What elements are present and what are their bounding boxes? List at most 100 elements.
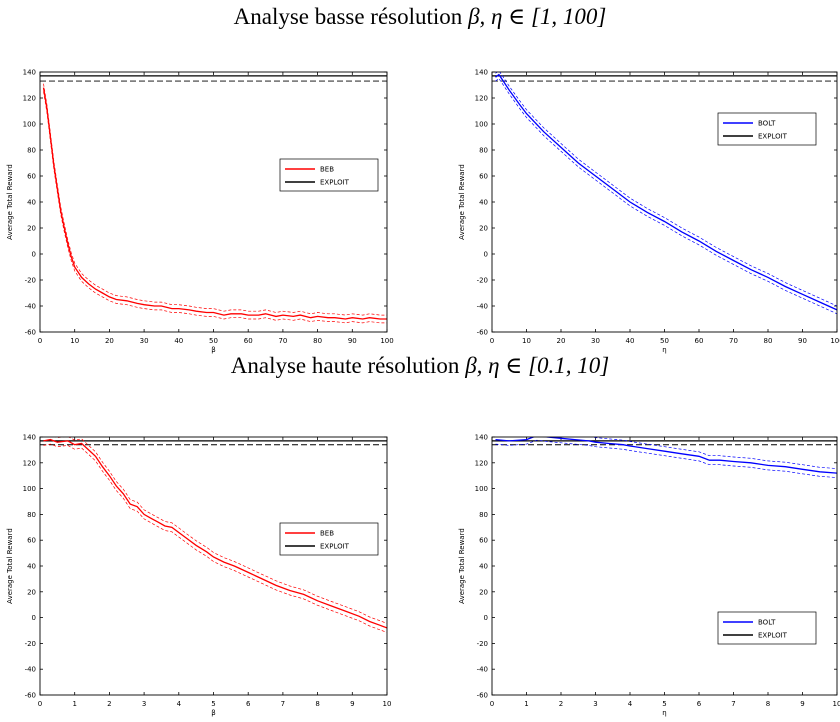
y-tick-label: 80 (479, 511, 488, 519)
y-tick-label: -20 (25, 277, 36, 285)
plot-area (40, 437, 387, 633)
x-tick-label: 70 (729, 337, 738, 345)
x-tick-label: 0 (490, 337, 494, 345)
section-heading-high-resolution: Analyse haute résolution β, η ∈ [0.1, 10… (0, 353, 840, 379)
y-axis-label: Average Total Reward (6, 528, 14, 604)
x-axis-label: η (662, 709, 666, 717)
y-tick-label: -60 (25, 692, 36, 700)
y-tick-label: 40 (27, 199, 36, 207)
y-tick-label: 120 (23, 95, 36, 103)
plot-frame (491, 436, 838, 696)
chart-bolt-low-resolution: 0 10 20 30 40 50 60 70 80 90 100 -60 -40 -20 0 20 40 60 80… (458, 69, 840, 355)
x-tick-label: 2 (559, 700, 563, 708)
chart-bolt-high-resolution: 0 1 2 3 4 5 6 7 8 9 10 -60 -40 -20 0 20 40 60 80 100 120 140 η… (458, 434, 840, 718)
y-tick-label: -40 (477, 666, 488, 674)
section-heading-math: β, η ∈ [1, 100] (468, 4, 607, 29)
x-tick-label: 50 (660, 337, 669, 345)
y-tick-label: -40 (477, 303, 488, 311)
x-tick-label: 80 (313, 337, 322, 345)
x-tick-label: 10 (833, 700, 840, 708)
chart-beb-low-resolution: 0 10 20 30 40 50 60 70 80 90 100 -60 -40 -20 0 20 40 60 80… (6, 69, 394, 355)
y-tick-label: 60 (27, 537, 36, 545)
y-tick-label: -40 (25, 666, 36, 674)
x-tick-label: 0 (38, 337, 42, 345)
x-tick-label: 3 (593, 700, 597, 708)
x-tick-label: 40 (626, 337, 635, 345)
plot-area (492, 72, 837, 315)
series-lower-band (43, 91, 387, 324)
y-tick-label: 80 (479, 147, 488, 155)
y-tick-label: 140 (23, 434, 36, 442)
legend-label: BEB (320, 166, 334, 174)
legend-box (279, 522, 379, 556)
x-tick-label: 6 (246, 700, 251, 708)
x-tick-label: 60 (695, 337, 704, 345)
x-tick-label: 30 (591, 337, 600, 345)
y-tick-label: 100 (475, 485, 488, 493)
y-tick-label: -60 (477, 692, 488, 700)
y-axis-label: Average Total Reward (6, 164, 14, 240)
y-tick-label: 100 (23, 121, 36, 129)
y-tick-label: 100 (23, 485, 36, 493)
y-tick-label: 20 (479, 588, 488, 596)
legend-box (279, 158, 379, 192)
plot-frame (39, 71, 388, 333)
plot-frame (39, 436, 388, 696)
legend-label: EXPLOIT (320, 543, 350, 551)
y-tick-label: 100 (475, 121, 488, 129)
y-tick-label: -60 (25, 329, 36, 337)
y-tick-label: 60 (27, 173, 36, 181)
series-line (43, 438, 387, 629)
y-tick-label: 40 (479, 199, 488, 207)
x-tick-label: 10 (522, 337, 531, 345)
x-axis-label: β (211, 346, 215, 354)
x-tick-label: 3 (142, 700, 146, 708)
legend-label: BEB (320, 530, 334, 538)
x-tick-label: 100 (380, 337, 393, 345)
x-tick-label: 7 (281, 700, 285, 708)
section-heading-low-resolution: Analyse basse résolution β, η ∈ [1, 100] (0, 4, 840, 30)
x-tick-label: 6 (697, 700, 702, 708)
legend-label: BOLT (758, 619, 776, 627)
series-line (42, 87, 387, 320)
legend-label: EXPLOIT (320, 179, 350, 187)
y-tick-label: 0 (484, 614, 488, 622)
legend-box (717, 112, 817, 146)
x-tick-label: 0 (490, 700, 494, 708)
x-tick-label: 1 (72, 700, 76, 708)
series-upper-band (43, 83, 387, 316)
x-tick-label: 50 (209, 337, 218, 345)
x-tick-label: 7 (731, 700, 735, 708)
x-tick-label: 100 (830, 337, 840, 345)
x-tick-label: 9 (350, 700, 354, 708)
x-tick-label: 4 (177, 700, 182, 708)
y-tick-label: 20 (27, 225, 36, 233)
y-axis-label: Average Total Reward (458, 164, 466, 240)
y-tick-label: 140 (475, 69, 488, 77)
y-tick-label: -40 (25, 303, 36, 311)
series-upper-band (54, 437, 387, 624)
y-tick-label: 120 (475, 95, 488, 103)
y-tick-label: 60 (479, 173, 488, 181)
x-tick-label: 30 (140, 337, 149, 345)
x-tick-label: 10 (70, 337, 79, 345)
x-tick-label: 10 (383, 700, 392, 708)
y-tick-label: -20 (477, 277, 488, 285)
chart-beb-high-resolution: 0 1 2 3 4 5 6 7 8 9 10 -60 -40 -20 0 20 40 60 80 100 120 140 β… (6, 434, 392, 718)
x-axis-label: η (662, 346, 666, 354)
series-upper-band (590, 437, 837, 469)
y-tick-label: 80 (27, 147, 36, 155)
plot-area (40, 75, 387, 324)
y-tick-label: 80 (27, 511, 36, 519)
x-tick-label: 0 (38, 700, 42, 708)
x-tick-label: 8 (766, 700, 770, 708)
y-tick-label: -60 (477, 329, 488, 337)
y-tick-label: 120 (475, 459, 488, 467)
x-axis-label: β (211, 709, 215, 717)
series-lower-band (43, 443, 387, 633)
series-line (495, 437, 837, 474)
series-upper-band (495, 72, 837, 307)
y-tick-label: -20 (477, 640, 488, 648)
y-tick-label: 140 (23, 69, 36, 77)
legend-label: EXPLOIT (758, 632, 788, 640)
